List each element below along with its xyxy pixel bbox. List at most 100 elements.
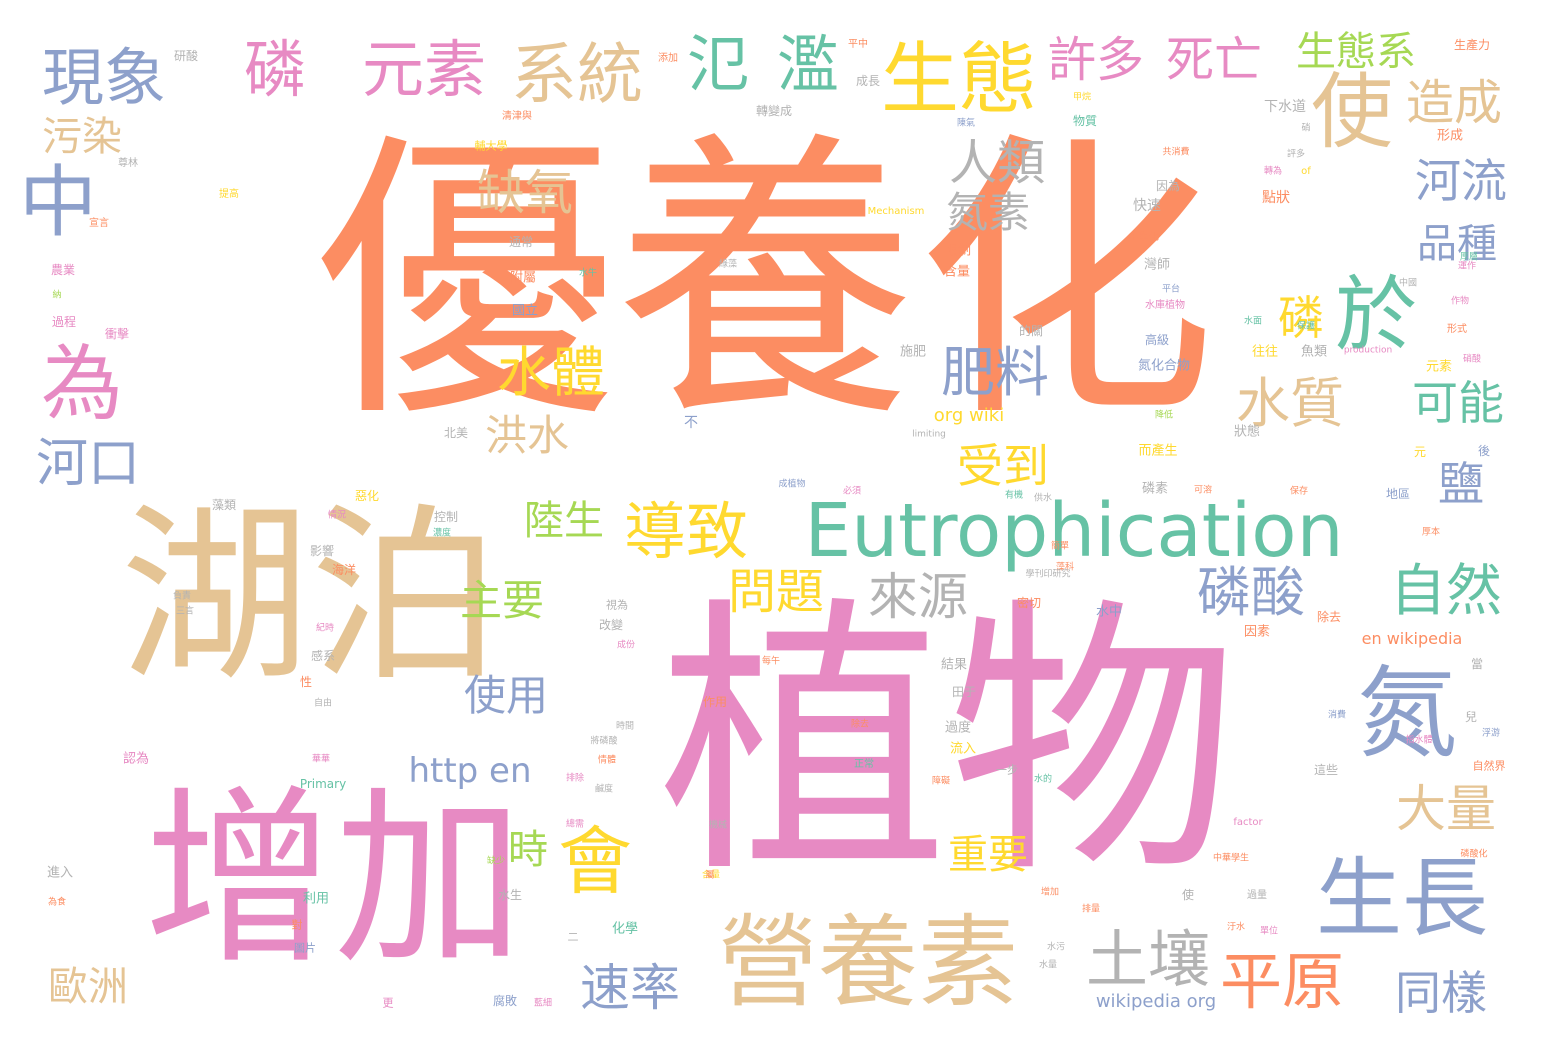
cloud-word: 使: [1310, 65, 1394, 160]
cloud-word: 視為: [606, 598, 628, 612]
cloud-word: 水庫植物: [1145, 300, 1185, 311]
cloud-word: 負責: [172, 591, 192, 602]
cloud-word: 為: [40, 337, 124, 432]
cloud-word: 運作: [1457, 261, 1477, 272]
cloud-word: 結果: [940, 657, 968, 673]
cloud-word: 屬: [705, 870, 715, 881]
cloud-word: 使: [1181, 888, 1195, 902]
cloud-word: 認為: [122, 751, 150, 767]
cloud-word: 土壤: [1085, 923, 1211, 996]
cloud-word: 排量: [1081, 904, 1101, 915]
cloud-word: 腐敗: [492, 994, 518, 1008]
cloud-word: 水中: [1095, 604, 1123, 620]
cloud-word: 速率: [580, 959, 680, 1017]
cloud-word: 含量: [701, 870, 721, 881]
cloud-word: 這些: [1313, 763, 1339, 777]
cloud-word: 會: [558, 819, 632, 905]
cloud-word: 水牛: [578, 268, 598, 279]
cloud-word: 水污: [1046, 942, 1066, 953]
cloud-word: 生態系: [1296, 29, 1416, 75]
cloud-word: 海洋: [331, 563, 357, 577]
cloud-word: 問題: [727, 564, 825, 620]
cloud-word: 評多: [1286, 149, 1306, 160]
cloud-word: 惡化: [354, 489, 380, 503]
cloud-word: 主要: [459, 576, 545, 625]
cloud-word: 納: [52, 290, 62, 301]
cloud-word: 改變: [598, 618, 624, 632]
cloud-word: Eutrophication: [804, 488, 1344, 574]
cloud-word: 平中: [848, 39, 868, 50]
cloud-word: 增加: [1040, 887, 1060, 898]
cloud-word: 中國: [1398, 278, 1418, 289]
cloud-word: 單位: [1259, 926, 1279, 937]
cloud-word: 當: [1470, 657, 1484, 671]
cloud-word: 厚層: [1459, 252, 1479, 263]
cloud-word: 導致: [623, 495, 749, 568]
cloud-word: 輔大學: [474, 139, 508, 153]
cloud-word: 厚本: [1421, 527, 1441, 538]
cloud-word: 作用: [702, 695, 728, 709]
cloud-word: 氮化合物: [1137, 358, 1191, 374]
cloud-word: 中學化: [1129, 232, 1159, 243]
cloud-word: 總需: [565, 819, 585, 830]
cloud-word: 北美: [443, 426, 469, 440]
cloud-word: 湖泊: [119, 486, 501, 707]
cloud-word: 保存: [1289, 486, 1309, 497]
cloud-word: 研酸: [173, 49, 199, 63]
cloud-word: 磷: [243, 33, 307, 106]
cloud-word: 二: [567, 930, 579, 944]
cloud-word: 附屬: [509, 270, 537, 286]
cloud-word: 點狀: [1262, 190, 1290, 206]
cloud-word: 圖片: [294, 941, 316, 955]
cloud-word: 水的: [1033, 774, 1053, 785]
cloud-word: 宣言: [89, 218, 109, 229]
cloud-word: 除去: [850, 719, 870, 730]
cloud-word: 兒: [1464, 710, 1478, 724]
cloud-word: 指水體: [1405, 735, 1433, 746]
cloud-word: 有機: [1004, 490, 1024, 501]
cloud-word: 過量: [1247, 890, 1267, 901]
cloud-word: 正常: [854, 759, 874, 770]
cloud-word: 每午: [761, 656, 781, 667]
cloud-word: 重要: [948, 832, 1028, 878]
cloud-word: 可能: [1412, 376, 1504, 430]
cloud-word: 將磷酸: [590, 736, 618, 747]
cloud-word: 自然: [1390, 559, 1502, 624]
cloud-word: 硝酸: [1462, 354, 1482, 365]
cloud-word: 同樣: [1395, 966, 1487, 1020]
cloud-word: 進入: [46, 865, 74, 881]
cloud-word: 平台: [1161, 284, 1181, 295]
cloud-word: 現象: [41, 41, 167, 114]
cloud-word: 自由: [313, 698, 333, 709]
cloud-word: 時: [508, 827, 548, 873]
cloud-word: 地區: [1385, 487, 1411, 501]
cloud-word: 降低: [1154, 410, 1174, 421]
cloud-word: 消費: [1327, 710, 1347, 721]
cloud-word: 灣師: [1143, 257, 1171, 273]
cloud-word: 人類: [948, 135, 1046, 191]
cloud-word: 洪水: [484, 411, 570, 460]
cloud-word: 元素: [361, 33, 487, 106]
cloud-word: 浮游: [1481, 728, 1501, 739]
cloud-word: 流入: [949, 741, 977, 757]
cloud-word: 陳氣: [956, 118, 976, 129]
cloud-word: 元素: [1425, 359, 1453, 375]
cloud-word: 硝: [1301, 123, 1311, 134]
cloud-word: 施肥: [899, 344, 927, 360]
cloud-word: 情況: [327, 510, 347, 521]
cloud-word: 使用: [463, 671, 549, 720]
cloud-word: 營養素: [718, 904, 1018, 1021]
cloud-word: 造成: [1405, 75, 1503, 131]
cloud-word: 過度: [944, 720, 972, 736]
cloud-word: 時間: [615, 721, 635, 732]
cloud-word: 必須: [842, 486, 862, 497]
cloud-word: 更: [382, 996, 394, 1010]
cloud-word: 性: [299, 675, 313, 689]
cloud-word: 密切: [1016, 596, 1042, 610]
cloud-word: 於: [1334, 268, 1418, 363]
cloud-word: 化學: [611, 921, 639, 937]
cloud-word: 平原: [1219, 945, 1345, 1018]
cloud-word: 不: [684, 415, 698, 431]
cloud-word: 氮素: [945, 188, 1031, 237]
cloud-word: 來源: [868, 568, 968, 626]
